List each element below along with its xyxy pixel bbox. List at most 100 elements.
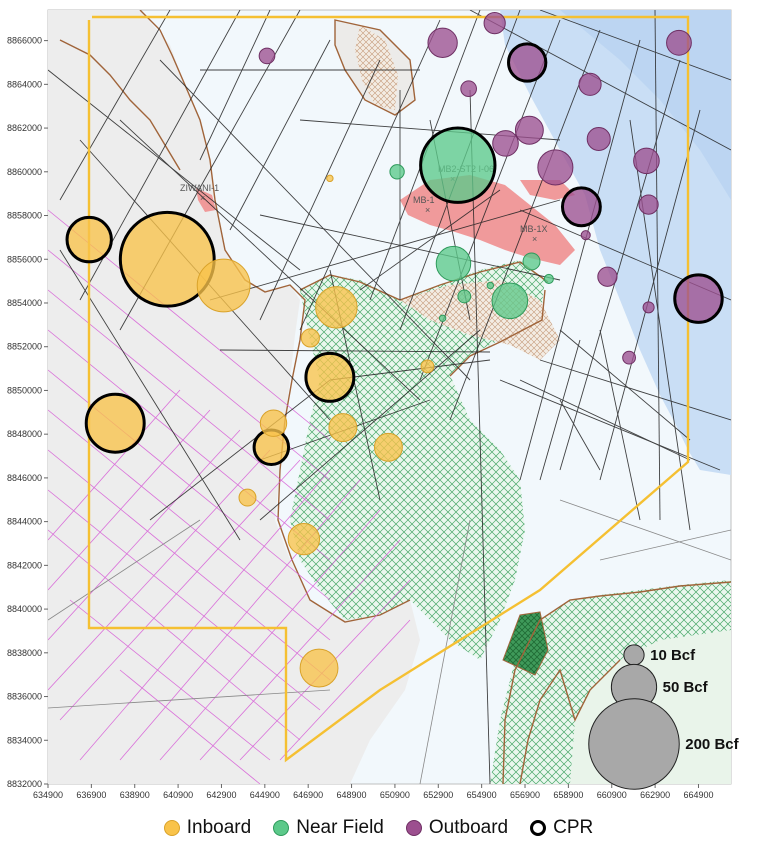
legend-label: Outboard <box>428 817 509 838</box>
y-tick-label: 8842000 <box>7 560 42 570</box>
y-tick-label: 8858000 <box>7 211 42 221</box>
prospect-bubble <box>460 80 477 98</box>
prospect-bubble <box>543 273 554 284</box>
x-tick-label: 654900 <box>467 790 497 800</box>
x-tick-label: 662900 <box>640 790 670 800</box>
legend: Inboard Near Field Outboard CPR <box>0 812 757 844</box>
legend-item: Inboard <box>163 817 252 839</box>
prospect-bubble <box>492 130 519 157</box>
legend-item: Near Field <box>273 817 384 839</box>
bubble-size-scale: 10 Bcf 50 Bcf 200 Bcf <box>588 644 740 790</box>
prospect-bubble <box>84 392 146 454</box>
prospect-bubble <box>373 432 403 462</box>
well-marker-icon: × <box>532 234 537 244</box>
prospect-layer <box>65 12 724 688</box>
x-tick-label: 650900 <box>380 790 410 800</box>
prospect-bubble <box>642 301 655 314</box>
legend-item: Outboard <box>405 817 509 839</box>
y-tick-label: 8840000 <box>7 604 42 614</box>
legend-swatch <box>530 820 547 836</box>
prospect-bubble <box>420 359 435 374</box>
prospect-bubble <box>633 147 660 175</box>
prospect-bubble <box>578 72 602 96</box>
prospect-bubble <box>522 252 541 271</box>
x-tick-label: 646900 <box>293 790 323 800</box>
x-tick-label: 664900 <box>683 790 713 800</box>
prospect-bubble <box>238 488 257 507</box>
x-tick-label: 642900 <box>206 790 236 800</box>
scale-label: 50 Bcf <box>663 679 709 696</box>
prospect-bubble <box>196 258 251 313</box>
x-tick-label: 658900 <box>553 790 583 800</box>
prospect-bubble <box>328 413 358 443</box>
prospect-bubble <box>537 149 574 186</box>
y-tick-label: 8850000 <box>7 385 42 395</box>
scale-bubble <box>623 644 645 666</box>
y-tick-label: 8864000 <box>7 79 42 89</box>
prospect-bubble <box>304 351 356 403</box>
x-tick-label: 652900 <box>423 790 453 800</box>
prospect-bubble <box>580 230 591 241</box>
x-tick-label: 638900 <box>120 790 150 800</box>
y-tick-label: 8836000 <box>7 692 42 702</box>
prospect-bubble <box>259 409 288 437</box>
prospect-bubble <box>389 164 405 180</box>
prospect-bubble <box>622 350 636 365</box>
scale-label: 200 Bcf <box>685 736 739 753</box>
prospect-bubble <box>586 126 611 152</box>
prospect-bubble <box>666 29 692 56</box>
y-tick-label: 8852000 <box>7 342 42 352</box>
well-label: ZIWANI-1 <box>180 183 219 193</box>
prospect-bubble <box>435 245 472 282</box>
prospect-bubble <box>438 314 447 322</box>
y-tick-label: 8838000 <box>7 648 42 658</box>
y-tick-label: 8854000 <box>7 298 42 308</box>
y-tick-label: 8862000 <box>7 123 42 133</box>
prospect-bubble <box>507 42 548 83</box>
x-tick-label: 636900 <box>76 790 106 800</box>
licence-boundary <box>87 15 690 763</box>
y-tick-label: 8866000 <box>7 36 42 46</box>
prospect-bubble <box>258 47 276 65</box>
prospect-bubble <box>673 273 724 324</box>
prospect-bubble <box>300 328 320 348</box>
legend-label: CPR <box>553 817 594 838</box>
legend-swatch <box>163 820 180 836</box>
prospect-bubble <box>299 648 339 688</box>
prospect-bubble <box>514 115 544 145</box>
prospect-bubble <box>457 289 472 304</box>
scale-bubble <box>588 698 680 790</box>
y-tick-label: 8848000 <box>7 429 42 439</box>
y-tick-label: 8846000 <box>7 473 42 483</box>
legend-label: Inboard <box>186 817 252 838</box>
x-axis-ticks: 634900 636900 638900 640900 642900 644900 6469… <box>33 784 713 800</box>
well-marker-icon: × <box>200 193 205 203</box>
prospect-bubble <box>597 266 618 287</box>
deep-water-zone <box>500 10 731 475</box>
prospect-bubble <box>326 174 334 183</box>
scale-label: 10 Bcf <box>650 647 696 664</box>
y-axis-ticks: 8866000 8864000 8862000 8860000 8858000 88560… <box>7 36 48 789</box>
prospect-bubble <box>486 281 495 290</box>
y-tick-label: 8856000 <box>7 254 42 264</box>
legend-label: Near Field <box>296 817 384 838</box>
x-tick-label: 644900 <box>250 790 280 800</box>
y-tick-label: 8860000 <box>7 167 42 177</box>
shallow-zone <box>290 260 545 660</box>
prospect-bubble <box>638 194 659 215</box>
prospect-bubble <box>560 186 602 228</box>
y-tick-label: 8832000 <box>7 779 42 789</box>
x-tick-label: 640900 <box>163 790 193 800</box>
land-west <box>48 10 420 784</box>
well-label: MB-1 <box>413 195 435 205</box>
y-tick-label: 8844000 <box>7 517 42 527</box>
x-tick-label: 660900 <box>597 790 627 800</box>
legend-item: CPR <box>530 817 593 839</box>
prospect-bubble <box>491 282 529 320</box>
x-tick-label: 634900 <box>33 790 63 800</box>
prospect-bubble <box>483 12 506 35</box>
prospect-bubble <box>419 126 497 204</box>
well-marker-icon: × <box>425 205 430 215</box>
